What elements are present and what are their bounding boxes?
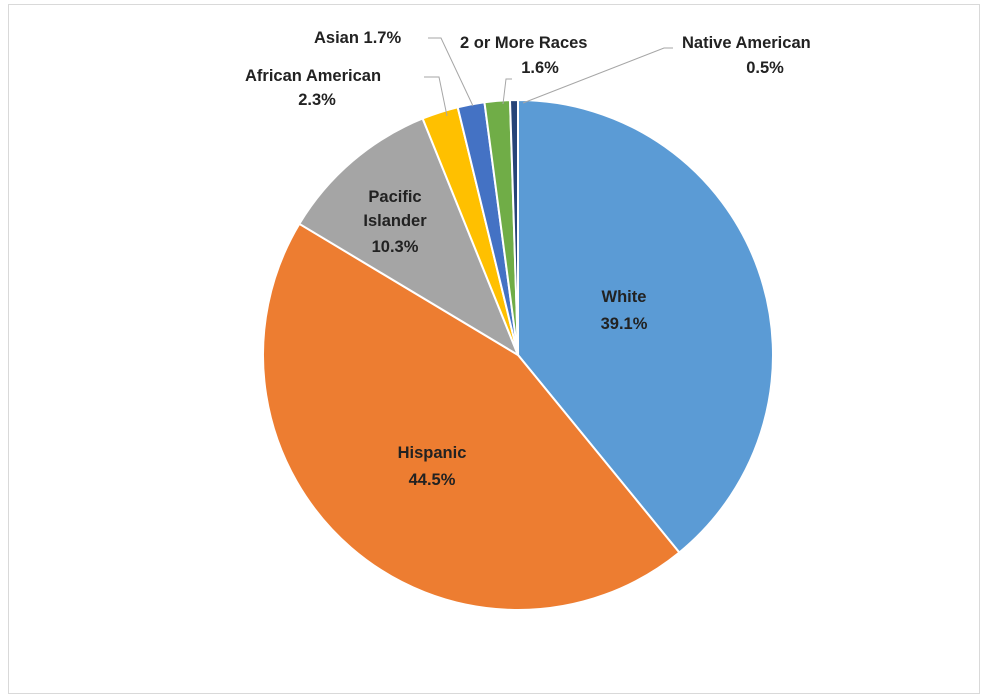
data-label-2-or-more-races: 2 or More Races 1.6% [460,34,587,77]
data-label-african-american: African American 2.3% [245,67,381,109]
leader-line-native-american [522,47,673,104]
data-label-native-american: Native American 0.5% [682,34,811,77]
leader-line-asian [428,37,474,107]
pie-slice-white [517,98,774,554]
data-label-asian: Asian 1.7% [314,29,401,47]
leader-line-african-american [424,76,448,117]
data-label-pacific-islander: Pacific Islander 10.3% [363,188,427,256]
leader-line-2-or-more-races [502,78,512,105]
pie-chart: White 39.1% Hispanic 44.5% Pacific Islander 10… [245,29,811,611]
pie-slice-hispanic [262,222,681,611]
pie-slice-pacific-islander [297,117,521,358]
data-label-white: White 39.1% [601,288,648,333]
pie-slice-native-american [508,98,519,356]
data-label-hispanic: Hispanic 44.5% [398,444,467,489]
chart-area: White 39.1% Hispanic 44.5% Pacific Islander 10… [8,4,980,694]
